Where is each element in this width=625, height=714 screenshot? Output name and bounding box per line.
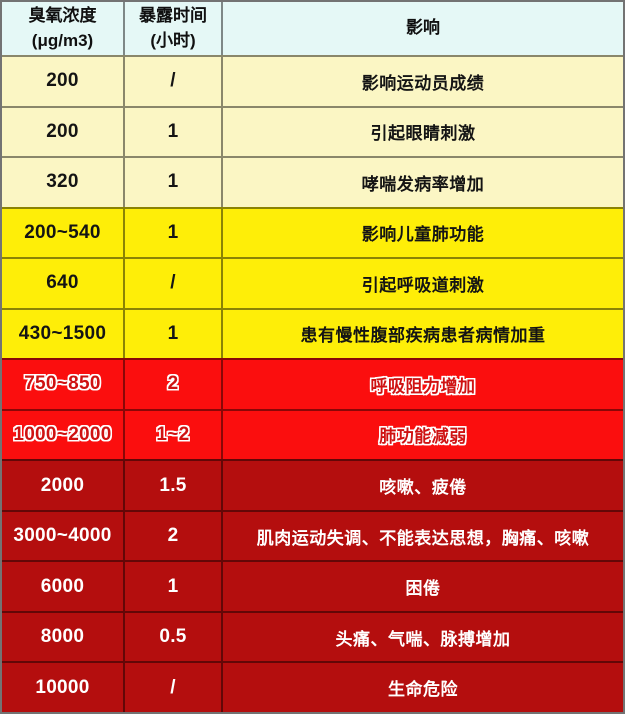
- time-cell: 1: [123, 107, 223, 157]
- table-row: 750~850 2 呼吸阻力增加: [2, 358, 623, 409]
- concentration-cell: 6000: [40, 575, 85, 597]
- effect-cell: 生命危险: [388, 680, 458, 700]
- table-row: 8000 0.5 头痛、气喘、脉搏增加: [2, 610, 623, 662]
- table-header: 臭氧浓度 (μg/m3) 暴露时间 (小时) 影响: [2, 2, 623, 55]
- table-row: 200~540 1 影响儿童肺功能: [2, 206, 623, 258]
- concentration-cell: 8000: [40, 626, 85, 648]
- table-row: 6000 1 困倦: [2, 560, 623, 611]
- concentration-cell: 200: [46, 120, 79, 142]
- effect-cell: 肺功能减弱: [379, 427, 467, 447]
- effect-cell: 影响运动员成绩: [361, 73, 485, 93]
- header-concentration: 臭氧浓度 (μg/m3): [2, 2, 123, 55]
- time-cell: /: [123, 663, 223, 712]
- time-cell: 1: [123, 158, 223, 207]
- effect-cell: 头痛、气喘、脉搏增加: [335, 629, 511, 649]
- time-cell: 1: [123, 208, 223, 258]
- table-row: 10000 / 生命危险: [2, 661, 623, 712]
- effect-cell: 咳嗽、疲倦: [379, 478, 467, 498]
- header-exposure-time: 暴露时间 (小时): [123, 2, 223, 55]
- table-row: 200 1 引起眼睛刺激: [2, 105, 623, 157]
- table-row: 2000 1.5 咳嗽、疲倦: [2, 459, 623, 510]
- header-effect: 影响: [223, 2, 623, 55]
- effect-cell: 哮喘发病率增加: [361, 174, 485, 194]
- concentration-cell: 10000: [35, 676, 90, 698]
- effect-cell: 引起眼睛刺激: [370, 124, 476, 144]
- concentration-cell: 640: [46, 272, 79, 294]
- header-exposure-time-line1: 暴露时间: [139, 5, 207, 25]
- header-concentration-unit: (μg/m3): [31, 30, 94, 50]
- effect-cell: 肌肉运动失调、不能表达思想，胸痛、咳嗽: [256, 528, 590, 548]
- time-cell: 1.5: [123, 461, 223, 510]
- time-cell: 1: [123, 562, 223, 611]
- concentration-cell: 200~540: [24, 221, 101, 243]
- header-concentration-line1: 臭氧浓度: [28, 5, 97, 25]
- effect-cell: 困倦: [405, 579, 441, 599]
- table-row: 640 / 引起呼吸道刺激: [2, 257, 623, 308]
- concentration-cell: 2000: [40, 474, 85, 496]
- concentration-cell: 3000~4000: [13, 525, 112, 547]
- concentration-cell: 1000~2000: [13, 423, 112, 445]
- time-cell: 2: [123, 360, 223, 409]
- effect-cell: 引起呼吸道刺激: [361, 275, 485, 295]
- header-exposure-time-unit: (小时): [150, 30, 196, 50]
- concentration-cell: 200: [46, 70, 79, 92]
- time-cell: /: [123, 57, 223, 106]
- effect-cell: 呼吸阻力增加: [370, 376, 476, 396]
- table-row: 1000~2000 1~2 肺功能减弱: [2, 408, 623, 460]
- concentration-cell: 750~850: [24, 373, 101, 395]
- effect-cell: 患有慢性腹部疾病患者病情加重: [300, 326, 546, 346]
- time-cell: 2: [123, 511, 223, 561]
- time-cell: 1~2: [123, 410, 223, 460]
- table-row: 320 1 哮喘发病率增加: [2, 156, 623, 207]
- time-cell: 1: [123, 309, 223, 359]
- concentration-cell: 430~1500: [18, 322, 107, 344]
- table-row: 200 / 影响运动员成绩: [2, 55, 623, 106]
- table-row: 3000~4000 2 肌肉运动失调、不能表达思想，胸痛、咳嗽: [2, 509, 623, 561]
- table-row: 430~1500 1 患有慢性腹部疾病患者病情加重: [2, 307, 623, 359]
- time-cell: /: [123, 259, 223, 308]
- effect-cell: 影响儿童肺功能: [361, 225, 485, 245]
- header-effect-label: 影响: [406, 18, 440, 38]
- concentration-cell: 320: [46, 171, 79, 193]
- time-cell: 0.5: [123, 612, 223, 662]
